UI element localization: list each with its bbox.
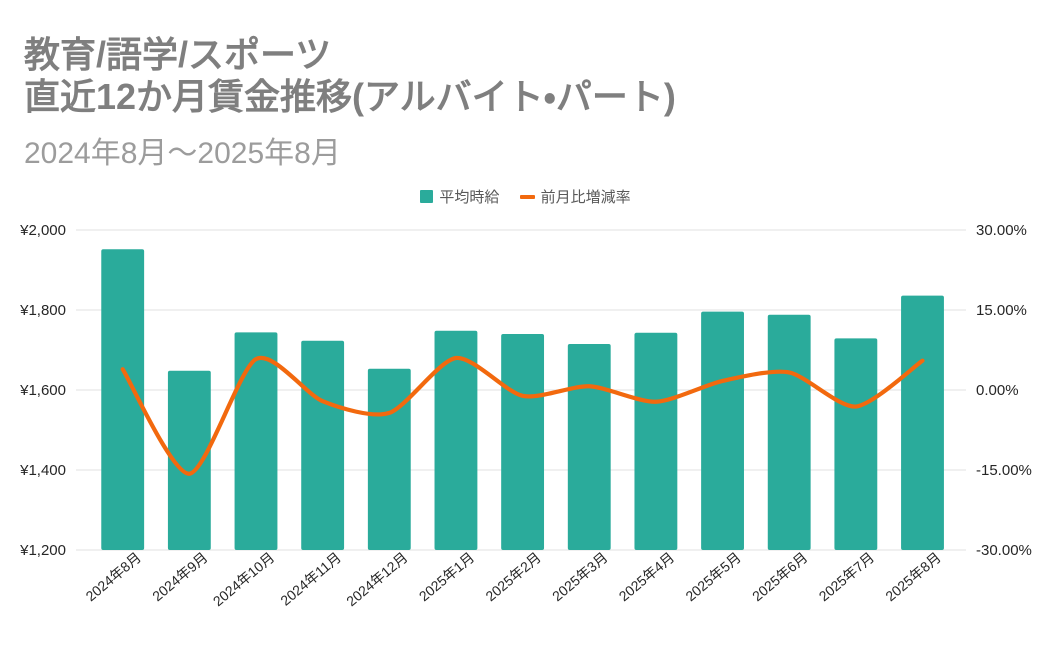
svg-text:2024年8月: 2024年8月 — [82, 549, 144, 604]
svg-text:2025年8月: 2025年8月 — [882, 549, 944, 604]
svg-text:2024年9月: 2024年9月 — [149, 549, 211, 604]
svg-text:¥2,000: ¥2,000 — [19, 222, 66, 239]
svg-text:30.00%: 30.00% — [976, 222, 1027, 239]
svg-text:-30.00%: -30.00% — [976, 542, 1032, 559]
svg-text:¥1,600: ¥1,600 — [19, 382, 66, 399]
svg-text:2024年10月: 2024年10月 — [210, 549, 278, 609]
svg-text:2024年12月: 2024年12月 — [343, 549, 411, 609]
svg-text:¥1,200: ¥1,200 — [19, 542, 66, 559]
svg-text:¥1,800: ¥1,800 — [19, 302, 66, 319]
svg-text:2024年11月: 2024年11月 — [277, 549, 344, 609]
svg-text:15.00%: 15.00% — [976, 302, 1027, 319]
svg-text:2025年1月: 2025年1月 — [416, 549, 478, 604]
svg-text:2025年6月: 2025年6月 — [749, 549, 811, 604]
svg-text:¥1,400: ¥1,400 — [19, 462, 66, 479]
svg-text:2025年2月: 2025年2月 — [482, 549, 544, 604]
svg-text:-15.00%: -15.00% — [976, 462, 1032, 479]
svg-text:0.00%: 0.00% — [976, 382, 1019, 399]
svg-text:2025年4月: 2025年4月 — [616, 549, 678, 604]
svg-text:2025年3月: 2025年3月 — [549, 549, 611, 604]
svg-text:2025年7月: 2025年7月 — [816, 549, 878, 604]
svg-text:2025年5月: 2025年5月 — [682, 549, 744, 604]
